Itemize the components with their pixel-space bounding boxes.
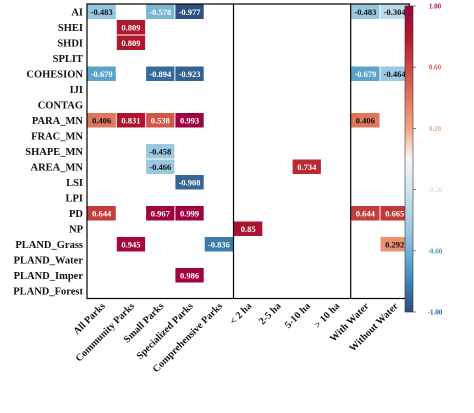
cell-value-ai-without-water: -0.304	[384, 7, 407, 17]
cell-value-pland-grass-community-parks: 0.945	[121, 239, 140, 249]
group-separators	[232, 4, 352, 299]
cell-value-cohesion-specialized-parks: -0.923	[179, 69, 201, 79]
cell-value-np-2-ha: 0.85	[241, 224, 256, 234]
cell-cohesion-small-parks	[146, 66, 175, 81]
colorbar-tick-label: 1.00	[429, 3, 442, 11]
cell-cohesion-with-water	[351, 66, 380, 81]
cell-pland-grass-community-parks	[116, 237, 146, 252]
row-label-pland-forest: PLAND_Forest	[13, 286, 83, 297]
cell-ai-with-water	[351, 4, 380, 19]
cell-pd-specialized-parks	[175, 206, 204, 221]
cell-area-mn-5-10-ha	[292, 159, 321, 174]
cell-cohesion-specialized-parks	[175, 66, 204, 81]
cell-value-pd-specialized-parks: 0.999	[180, 208, 199, 218]
cell-value-ai-specialized-parks: -0.977	[179, 7, 202, 17]
column-label-2-ha: < 2 ha	[228, 301, 254, 327]
cell-value-shdi-community-parks: 0.809	[121, 38, 140, 48]
cell-ai-all-parks	[87, 4, 116, 19]
cell-shei-community-parks	[116, 20, 146, 35]
row-label-cohesion: COHESION	[26, 69, 83, 80]
cell-value-pland-grass-without-water: 0.292	[385, 239, 404, 249]
cell-value-area-mn-small-parks: -0.466	[149, 162, 171, 172]
cell-value-pland-imper-specialized-parks: 0.986	[180, 270, 199, 280]
row-labels: AI SHEI SHDI SPLIT COHESION IJI CONTAG PARA_MN F…	[13, 7, 83, 297]
cell-value-pd-without-water: 0.665	[385, 208, 404, 218]
cell-para-mn-small-parks	[146, 113, 175, 128]
row-label-split: SPLIT	[53, 54, 83, 65]
cell-pland-grass-without-water	[380, 237, 409, 252]
cell-value-cohesion-without-water: -0.464	[384, 69, 407, 79]
cell-ai-specialized-parks	[175, 4, 204, 19]
cell-value-cohesion-small-parks: -0.894	[149, 69, 172, 79]
cell-value-para-mn-specialized-parks: 0.993	[180, 115, 199, 125]
cell-value-para-mn-community-parks: 0.831	[121, 115, 140, 125]
cell-pd-all-parks	[87, 206, 116, 221]
row-label-shdi: SHDI	[57, 38, 83, 49]
cell-para-mn-all-parks	[87, 113, 116, 128]
row-label-frac-mn: FRAC_MN	[31, 131, 83, 142]
cell-para-mn-with-water	[351, 113, 380, 128]
cell-lsi-specialized-parks	[175, 175, 204, 190]
row-label-lpi: LPI	[65, 193, 83, 204]
cell-shdi-community-parks	[116, 35, 146, 50]
cell-ai-without-water	[380, 4, 409, 19]
row-label-iji: IJI	[70, 85, 83, 96]
cell-value-cohesion-all-parks: -0.679	[91, 69, 113, 79]
cell-value-ai-with-water: -0.483	[354, 7, 376, 17]
row-label-area-mn: AREA_MN	[31, 162, 84, 173]
row-label-pland-grass: PLAND_Grass	[15, 240, 83, 251]
cell-pland-imper-specialized-parks	[175, 268, 204, 283]
cell-para-mn-specialized-parks	[175, 113, 204, 128]
row-label-para-mn: PARA_MN	[32, 116, 84, 127]
row-label-contag: CONTAG	[38, 100, 83, 111]
column-label-5-10-ha: 5-10 ha	[283, 301, 313, 331]
row-label-shape-mn: SHAPE_MN	[25, 147, 83, 158]
cell-value-para-mn-small-parks: 0.538	[151, 115, 170, 125]
cell-cohesion-without-water	[380, 66, 409, 81]
row-label-np: NP	[69, 224, 84, 235]
row-label-pland-imper: PLAND_Imper	[14, 271, 84, 282]
cell-ai-small-parks	[146, 4, 175, 19]
colorbar-tick-label: 0.20	[429, 125, 442, 133]
colorbar-tick-label: 0.60	[429, 64, 442, 72]
cell-np-2-ha	[234, 221, 263, 236]
cell-value-lsi-specialized-parks: -0.908	[179, 177, 201, 187]
cell-value-ai-all-parks: -0.483	[91, 7, 113, 17]
cell-value-pd-all-parks: 0.644	[92, 208, 112, 218]
cell-pd-small-parks	[146, 206, 175, 221]
colorbar-tick-label: -1.00	[428, 309, 443, 317]
cell-value-para-mn-all-parks: 0.406	[92, 115, 111, 125]
row-label-pd: PD	[69, 209, 83, 220]
cell-value-pd-small-parks: 0.967	[151, 208, 171, 218]
colorbar: 1.00 0.60 0.20 -0.20 -0.60 -1.00	[404, 3, 443, 317]
cell-value-para-mn-with-water: 0.406	[356, 115, 375, 125]
cell-value-shei-community-parks: 0.809	[121, 22, 140, 32]
cell-value-shape-mn-small-parks: -0.458	[149, 146, 171, 156]
row-label-lsi: LSI	[66, 178, 83, 189]
cell-cohesion-all-parks	[87, 66, 116, 81]
row-label-shei: SHEI	[58, 23, 83, 34]
colorbar-tick-label: -0.20	[428, 186, 443, 194]
row-label-pland-water: PLAND_Water	[14, 255, 84, 266]
cell-value-ai-small-parks: -0.578	[149, 7, 171, 17]
cell-pd-without-water	[380, 206, 409, 221]
colorbar-gradient	[404, 5, 414, 313]
cell-value-pland-grass-comprehensive-parks: -0.836	[208, 239, 230, 249]
cell-area-mn-small-parks	[146, 159, 175, 174]
row-label-ai: AI	[71, 7, 83, 18]
cell-para-mn-community-parks	[116, 113, 146, 128]
cell-pd-with-water	[351, 206, 380, 221]
cell-value-pd-with-water: 0.644	[356, 208, 376, 218]
colorbar-tick-label: -0.60	[428, 247, 443, 255]
cell-value-area-mn-5-10-ha: 0.734	[297, 162, 317, 172]
heatmap-cells: -0.483 -0.578 -0.977 -0.483 -0.304 0.809 0.809…	[87, 4, 409, 283]
cell-pland-grass-comprehensive-parks	[204, 237, 233, 252]
cell-shape-mn-small-parks	[146, 144, 175, 159]
cell-value-cohesion-with-water: -0.679	[354, 69, 376, 79]
column-label-2-5-ha: 2-5 ha	[257, 301, 283, 327]
